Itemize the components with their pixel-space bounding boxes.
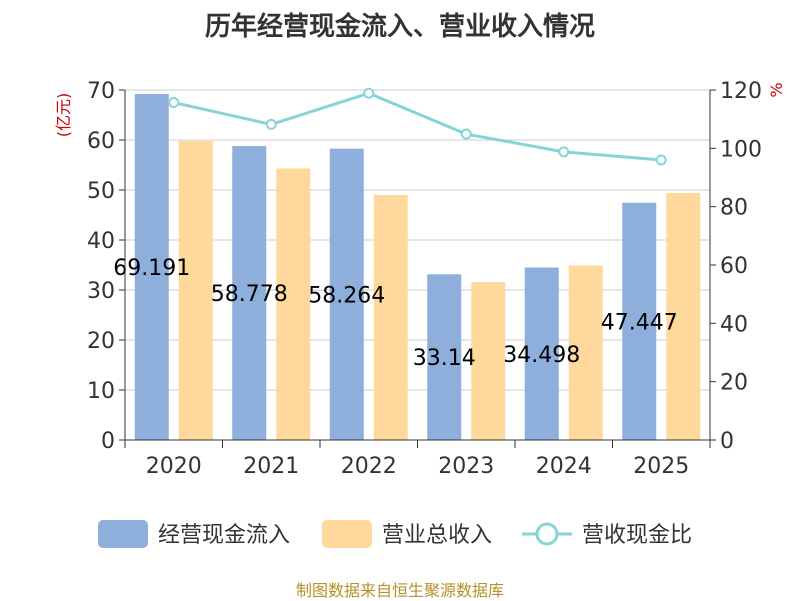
x-tick-label: 2020 bbox=[146, 454, 202, 479]
bar-cash-inflow bbox=[622, 202, 657, 440]
right-tick-label: 80 bbox=[720, 196, 748, 221]
legend-swatch-total-revenue bbox=[322, 520, 372, 548]
legend-label-total-revenue: 营业总收入 bbox=[382, 523, 492, 548]
legend-swatch-ratio-marker bbox=[535, 522, 559, 546]
left-tick-label: 40 bbox=[87, 229, 115, 254]
axes: 0 10 20 30 40 50 60 70 0 20 40 60 80 100 120 (亿元)% 2020 2… bbox=[54, 79, 786, 479]
data-label: 58.778 bbox=[211, 282, 288, 307]
ratio-point bbox=[265, 118, 277, 130]
x-tick-label: 2022 bbox=[341, 454, 397, 479]
left-tick-label: 50 bbox=[87, 179, 115, 204]
left-tick-label: 20 bbox=[87, 329, 115, 354]
right-axis-label: % bbox=[767, 82, 786, 97]
x-tick-label: 2021 bbox=[243, 454, 299, 479]
bar-total-revenue bbox=[666, 193, 701, 440]
gridlines bbox=[125, 89, 710, 391]
bar-cash-inflow bbox=[232, 146, 267, 441]
right-tick-label: 100 bbox=[720, 137, 762, 162]
left-axis-label: (亿元) bbox=[54, 93, 73, 138]
bar-cash-inflow bbox=[524, 267, 559, 440]
source-note: 制图数据来自恒生聚源数据库 bbox=[295, 581, 504, 600]
ratio-point bbox=[363, 87, 375, 99]
right-tick-label: 120 bbox=[720, 79, 762, 104]
chart-title: 历年经营现金流入、营业收入情况 bbox=[204, 12, 595, 42]
data-label: 58.264 bbox=[308, 283, 385, 308]
bar-cash-inflow bbox=[427, 274, 462, 440]
bar-total-revenue bbox=[178, 141, 213, 440]
x-tick-label: 2023 bbox=[438, 454, 494, 479]
legend-label-cash-inflow: 经营现金流入 bbox=[158, 523, 290, 548]
ratio-point bbox=[460, 128, 472, 140]
x-tick-label: 2024 bbox=[536, 454, 592, 479]
bar-cash-inflow bbox=[329, 148, 364, 440]
left-tick-label: 30 bbox=[87, 279, 115, 304]
ratio-point bbox=[655, 154, 667, 166]
legend-swatch-cash-inflow bbox=[98, 520, 148, 548]
ratio-polyline bbox=[173, 91, 662, 162]
left-tick-label: 70 bbox=[87, 79, 115, 104]
left-tick-label: 0 bbox=[101, 429, 115, 454]
right-tick-label: 20 bbox=[720, 371, 748, 396]
bar-total-revenue bbox=[276, 168, 311, 440]
data-label: 34.498 bbox=[503, 343, 580, 368]
bar-total-revenue bbox=[373, 195, 408, 440]
right-tick-label: 40 bbox=[720, 312, 748, 337]
left-tick-label: 10 bbox=[87, 379, 115, 404]
right-tick-label: 0 bbox=[720, 429, 734, 454]
bars bbox=[134, 94, 701, 441]
right-tick-label: 60 bbox=[720, 254, 748, 279]
data-label: 47.447 bbox=[601, 310, 678, 335]
legend-label-ratio: 营收现金比 bbox=[582, 523, 692, 548]
legend: 经营现金流入 营业总收入 营收现金比 bbox=[98, 520, 692, 548]
x-tick-label: 2025 bbox=[633, 454, 689, 479]
left-tick-label: 60 bbox=[87, 129, 115, 154]
bar-total-revenue bbox=[471, 282, 506, 440]
data-label: 69.191 bbox=[113, 256, 190, 281]
ratio-point bbox=[168, 97, 180, 109]
bar-total-revenue bbox=[568, 265, 603, 440]
data-label: 33.14 bbox=[413, 346, 476, 371]
ratio-point bbox=[558, 146, 570, 158]
bar-cash-inflow bbox=[134, 94, 169, 441]
data-labels: 69.191 58.778 58.264 33.14 34.498 47.447 bbox=[113, 256, 677, 371]
ratio-line bbox=[168, 87, 667, 166]
